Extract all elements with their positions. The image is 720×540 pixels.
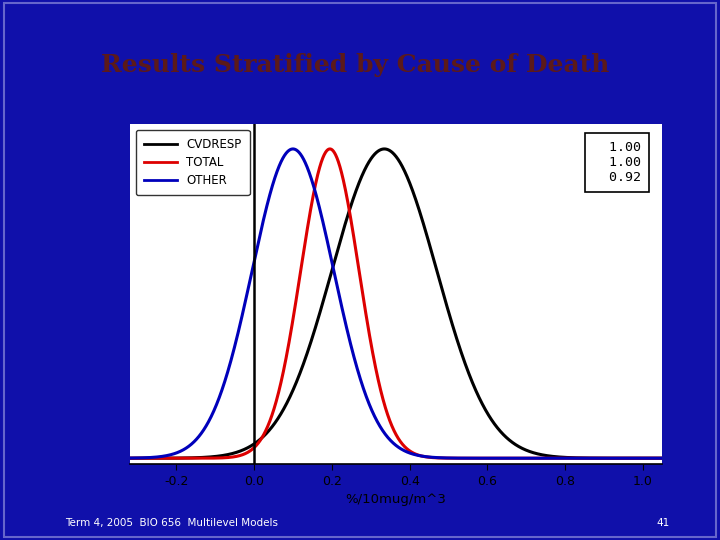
X-axis label: %/10mug/m^3: %/10mug/m^3 [346, 494, 446, 507]
Legend: CVDRESP, TOTAL, OTHER: CVDRESP, TOTAL, OTHER [135, 130, 250, 195]
Text: 1.00
  1.00
  0.92: 1.00 1.00 0.92 [593, 141, 641, 184]
Text: Term 4, 2005  BIO 656  Multilevel Models: Term 4, 2005 BIO 656 Multilevel Models [65, 518, 278, 528]
Text: Results Stratified by Cause of Death: Results Stratified by Cause of Death [101, 53, 609, 77]
Text: 41: 41 [657, 518, 670, 528]
